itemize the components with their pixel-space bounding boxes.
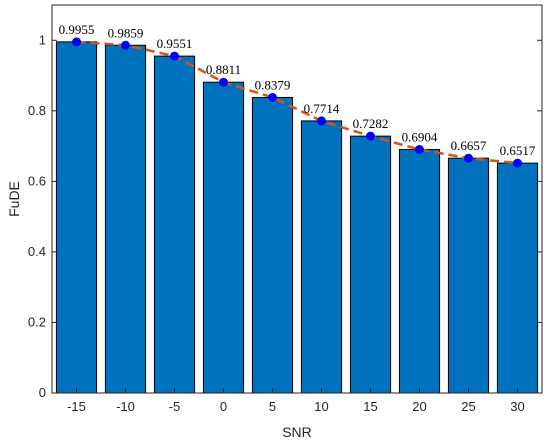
bar-20 [398,148,441,394]
x-tick-label: 25 [461,399,475,414]
y-tick-label: 0.8 [28,103,46,118]
y-tick-label: 1 [39,32,46,47]
bar-25 [447,157,490,394]
marker--5 [170,51,179,61]
bar-30 [496,162,539,394]
x-tick-label: 10 [314,399,328,414]
x-axis: -15 -10 -5 0 5 10 15 20 25 30 [67,388,525,414]
data-label-15: 0.7282 [353,116,389,131]
bar--15 [55,41,98,394]
plot-frame [51,4,543,394]
marker-30 [513,158,522,168]
bars-group [55,41,539,394]
x-axis-label: SNR [282,424,312,440]
marker-20 [415,144,424,154]
x-tick-label: -15 [67,399,86,414]
data-label-25: 0.6657 [451,138,487,153]
data-label-20: 0.6904 [402,129,438,144]
bar--5 [153,55,196,394]
marker--15 [72,37,81,47]
markers-group [72,37,522,168]
x-tick-label: 5 [269,399,276,414]
data-label-10: 0.7714 [304,101,340,116]
y-tick-label: 0 [39,385,46,400]
trend-line-group [76,40,518,165]
marker-15 [366,131,375,141]
bar--10 [104,44,147,394]
y-tick-label: 0.6 [28,173,46,188]
x-tick-label: 20 [412,399,426,414]
y-tick-label: 0.2 [28,314,46,329]
marker-10 [317,116,326,126]
y-tick-label: 0.4 [28,244,46,259]
x-tick-label: -10 [116,399,135,414]
data-label-5: 0.8379 [255,77,291,92]
x-tick-label: 30 [510,399,524,414]
bar-15 [349,135,392,394]
marker-25 [464,153,473,163]
marker-0 [219,77,228,87]
x-tick-label: 15 [363,399,377,414]
y-axis-label: FuDE [6,181,22,217]
bar-5 [251,96,294,394]
bar-10 [300,120,343,394]
data-label-0: 0.8811 [206,62,241,77]
marker--10 [121,40,130,50]
bar-0 [202,81,245,394]
x-tick-label: 0 [220,399,227,414]
data-label--10: 0.9859 [108,25,144,40]
data-labels-group: 0.9955 0.9859 0.9551 0.8811 0.8379 0.7714 0.72… [59,22,536,158]
data-label--5: 0.9551 [157,36,193,51]
trend-line [76,40,518,165]
data-label-30: 0.6517 [500,143,536,158]
x-tick-label: -5 [169,399,181,414]
y-axis: 0 0.2 0.4 0.6 0.8 1 [28,32,542,400]
marker-5 [268,92,277,102]
data-label--15: 0.9955 [59,22,95,37]
